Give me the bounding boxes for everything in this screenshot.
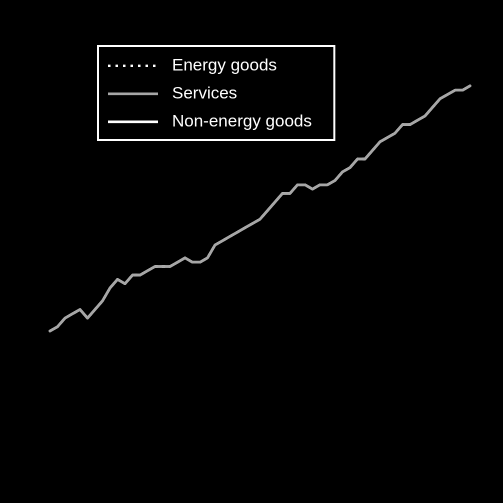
chart-svg: Energy goods Services Non-energy goods bbox=[0, 0, 503, 503]
legend-label-services: Services bbox=[172, 83, 237, 102]
legend-label-nonenergy: Non-energy goods bbox=[172, 111, 312, 130]
line-chart: Energy goods Services Non-energy goods bbox=[0, 0, 503, 503]
legend-label-energy: Energy goods bbox=[172, 55, 277, 74]
